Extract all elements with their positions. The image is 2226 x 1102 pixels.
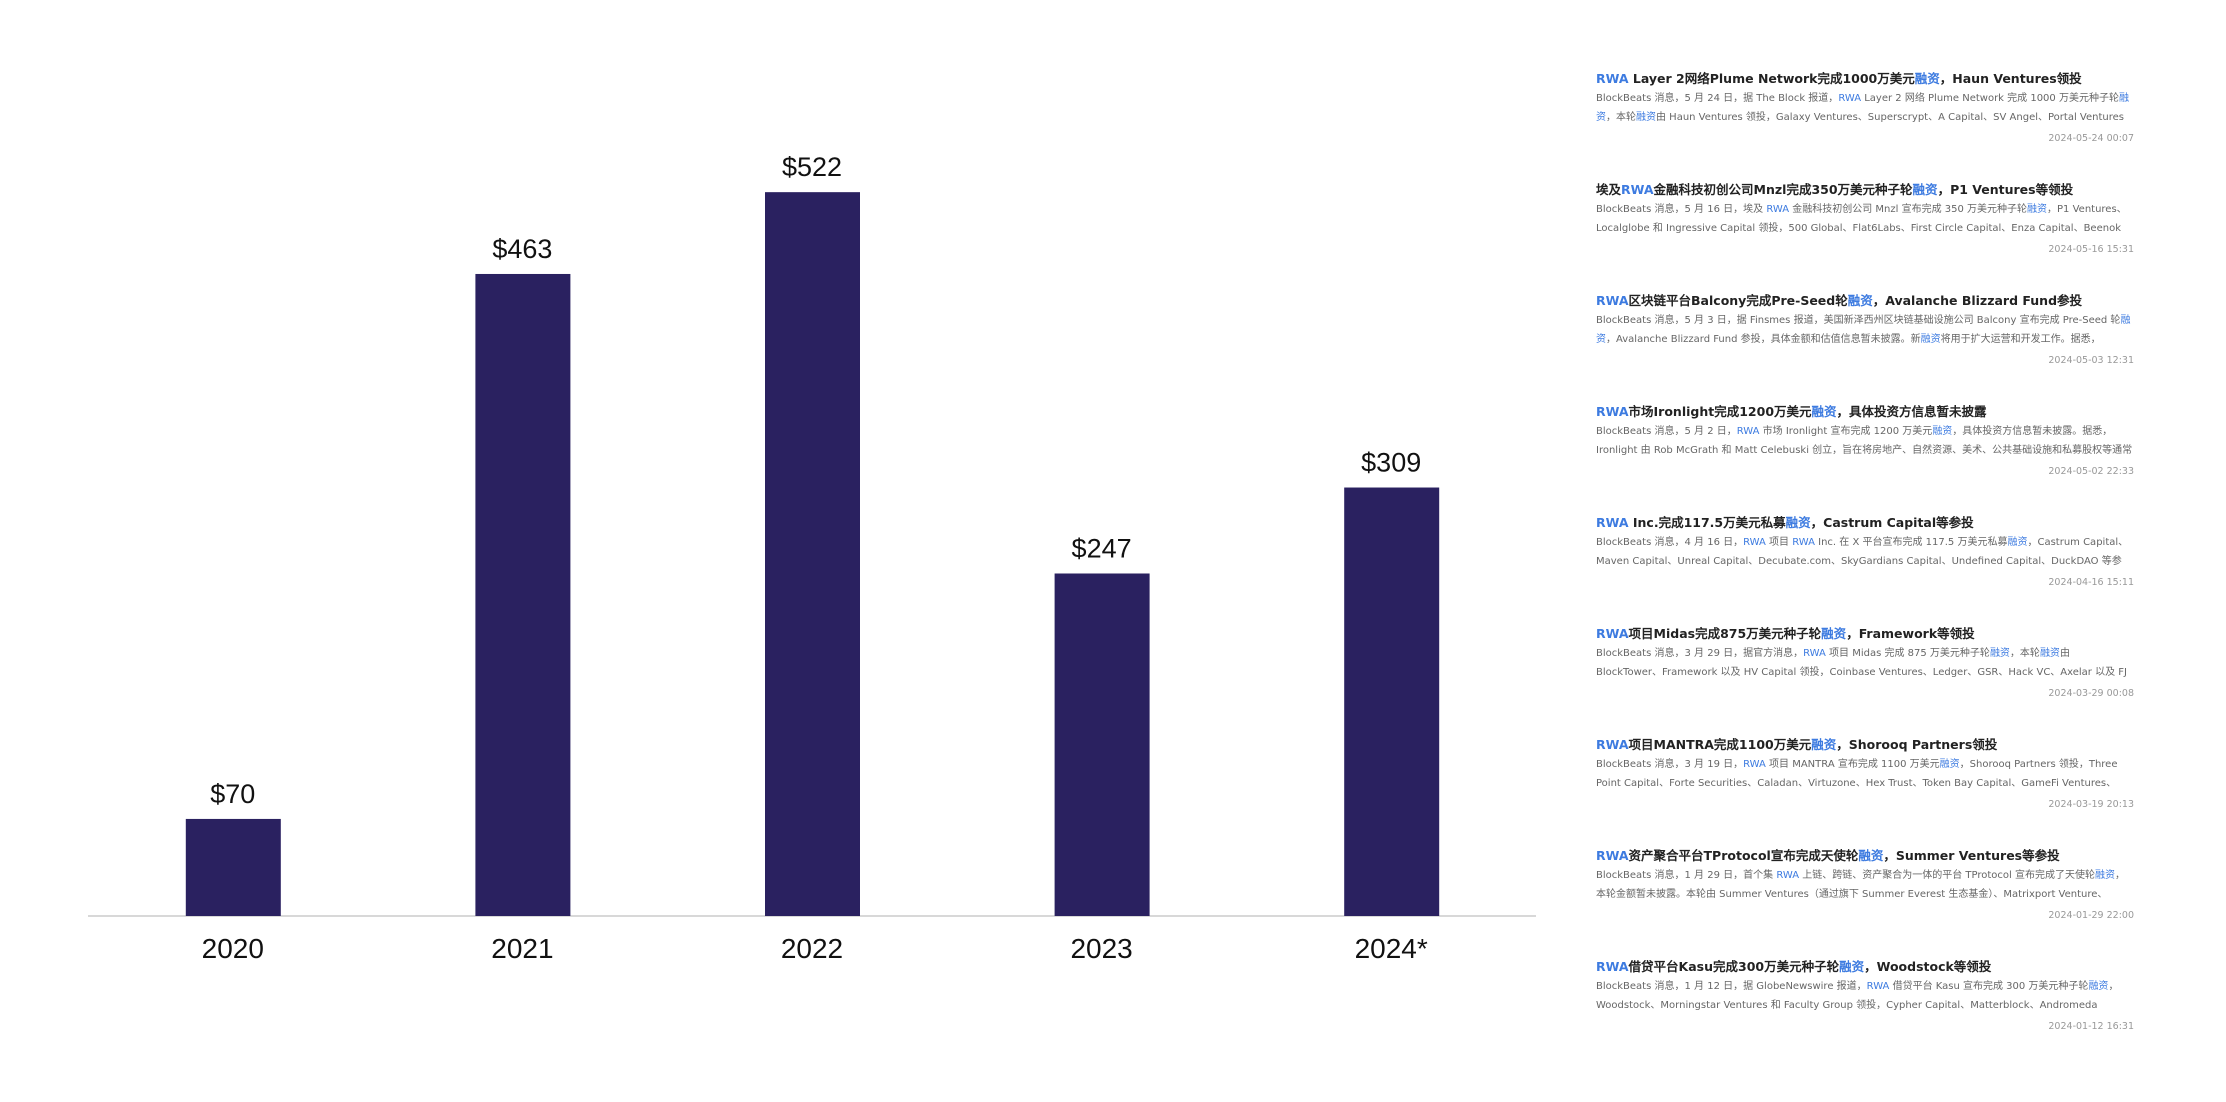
news-date: 2024-05-03 12:31 [2048,355,2134,366]
news-title[interactable]: RWA Layer 2网络Plume Network完成1000万美元融资，Ha… [1596,71,2082,86]
news-title[interactable]: RWA借贷平台Kasu完成300万美元种子轮融资，Woodstock等领投 [1596,959,1992,974]
news-title[interactable]: RWA项目MANTRA完成1100万美元融资，Shorooq Partners领… [1596,737,1998,752]
highlight: RWA [1596,293,1629,308]
highlight: 融资 [1858,848,1884,863]
news-title[interactable]: RWA区块链平台Balcony完成Pre-Seed轮融资，Avalanche B… [1596,293,2083,308]
news-date: 2024-01-29 22:00 [2048,910,2134,921]
highlight: RWA [1596,515,1629,530]
highlight: RWA [1743,759,1766,770]
highlight: 融资 [1636,111,1656,123]
news-summary: BlockBeats 消息，3 月 19 日，RWA 项目 MANTRA 宣布完… [1596,759,2118,789]
highlight: 融资 [1811,737,1837,752]
news-summary: BlockBeats 消息，5 月 16 日，埃及 RWA 金融科技初创公司 M… [1596,204,2127,234]
value-label: $463 [492,234,552,264]
highlight: RWA [1596,404,1629,419]
highlight: 融资 [1785,515,1811,530]
bar [185,818,281,916]
highlight: 融资 [2095,870,2115,881]
x-tick-label: 2022 [781,933,843,964]
news-date: 2024-01-12 16:31 [2048,1021,2134,1032]
highlight: RWA [1596,959,1629,974]
news-summary: BlockBeats 消息，4 月 16 日，RWA 项目 RWA Inc. 在… [1596,537,2129,567]
x-tick-label: 2020 [202,933,264,964]
highlight: 融资 [1932,426,1953,437]
highlight: RWA [1596,71,1629,86]
highlight: 融资 [1989,648,2010,659]
news-date: 2024-04-16 15:11 [2048,577,2134,588]
x-tick-label: 2023 [1070,933,1132,964]
highlight: RWA [1866,981,1890,992]
news-date: 2024-03-29 00:08 [2048,688,2134,699]
value-label: $247 [1072,533,1132,563]
bar [1054,573,1150,916]
highlight: 融资 [2088,981,2109,992]
news-title[interactable]: 埃及RWA金融科技初创公司Mnzl完成350万美元种子轮融资，P1 Ventur… [1596,182,2074,197]
bar [1344,487,1440,916]
news-title[interactable]: RWA项目Midas完成875万美元种子轮融资，Framework等领投 [1596,626,1975,641]
news-summary: BlockBeats 消息，5 月 2 日，RWA 市场 Ironlight 宣… [1596,426,2133,456]
news-item[interactable]: RWA Inc.完成117.5万美元私募融资，Castrum Capital等参… [1596,514,2134,625]
news-title[interactable]: RWA市场Ironlight完成1200万美元融资，具体投资方信息暂未披露 [1596,404,1987,419]
highlight: RWA [1743,537,1766,548]
highlight: RWA [1621,182,1654,197]
bar [475,273,571,916]
highlight: RWA [1596,737,1629,752]
news-summary: BlockBeats 消息，1 月 29 日，首个集 RWA 上链、跨链、资产聚… [1596,870,2125,900]
chart: 2020 $70 2021 $463 2022 $522 2023 $247 2024* $309 [88,152,1536,964]
highlight: 融资 [1914,71,1940,86]
news-item[interactable]: RWA资产聚合平台TProtocol宣布完成天使轮融资，Summer Ventu… [1596,847,2134,958]
news-summary: BlockBeats 消息，1 月 12 日，据 GlobeNewswire 报… [1596,981,2119,1011]
news-list: RWA Layer 2网络Plume Network完成1000万美元融资，Ha… [1596,70,2134,1069]
news-title[interactable]: RWA Inc.完成117.5万美元私募融资，Castrum Capital等参… [1596,515,1974,530]
news-title[interactable]: RWA资产聚合平台TProtocol宣布完成天使轮融资，Summer Ventu… [1596,848,2060,863]
highlight: RWA [1803,648,1826,659]
highlight: 融资 [1596,93,2129,123]
news-item[interactable]: RWA项目Midas完成875万美元种子轮融资，Framework等领投 Bloc… [1596,625,2134,736]
highlight: 融资 [1912,182,1938,197]
news-summary: BlockBeats 消息，5 月 3 日，据 Finsmes 报道，美国新泽西… [1596,315,2131,345]
value-label: $70 [210,779,255,809]
highlight: 融资 [1920,333,1941,345]
highlight: 融资 [2007,537,2028,548]
highlight: RWA [1766,204,1790,215]
news-date: 2024-05-02 22:33 [2048,466,2134,477]
highlight: 融资 [2039,648,2060,659]
highlight: 融资 [1596,315,2131,345]
news-item[interactable]: RWA Layer 2网络Plume Network完成1000万美元融资，Ha… [1596,70,2134,181]
highlight: 融资 [1821,626,1847,641]
news-summary: BlockBeats 消息，3 月 29 日，据官方消息，RWA 项目 Mida… [1596,648,2127,678]
news-item[interactable]: RWA项目MANTRA完成1100万美元融资，Shorooq Partners领… [1596,736,2134,847]
news-item[interactable]: RWA借贷平台Kasu完成300万美元种子轮融资，Woodstock等领投 Blo… [1596,958,2134,1069]
highlight: RWA [1736,426,1760,437]
highlight: 融资 [1847,293,1873,308]
highlight: 融资 [1811,404,1837,419]
highlight: RWA [1596,626,1629,641]
news-item[interactable]: RWA市场Ironlight完成1200万美元融资，具体投资方信息暂未披露 Blo… [1596,403,2134,514]
highlight: 融资 [1939,759,1960,770]
x-tick-label: 2024* [1355,933,1428,964]
highlight: RWA [1838,93,1862,104]
news-item[interactable]: RWA区块链平台Balcony完成Pre-Seed轮融资，Avalanche B… [1596,292,2134,403]
news-date: 2024-05-24 00:07 [2048,133,2134,144]
x-tick-label: 2021 [491,933,553,964]
highlight: RWA [1596,848,1629,863]
highlight: RWA [1792,537,1815,548]
news-summary: BlockBeats 消息，5 月 24 日，据 The Block 报道，RW… [1596,93,2129,123]
value-label: $522 [782,152,842,182]
news-date: 2024-05-16 15:31 [2048,244,2134,255]
news-item[interactable]: 埃及RWA金融科技初创公司Mnzl完成350万美元种子轮融资，P1 Ventur… [1596,181,2134,292]
bar [765,192,860,916]
highlight: RWA [1776,870,1800,881]
value-label: $309 [1361,448,1421,478]
highlight: 融资 [2027,204,2048,215]
highlight: 融资 [1839,959,1865,974]
news-date: 2024-03-19 20:13 [2048,799,2134,810]
